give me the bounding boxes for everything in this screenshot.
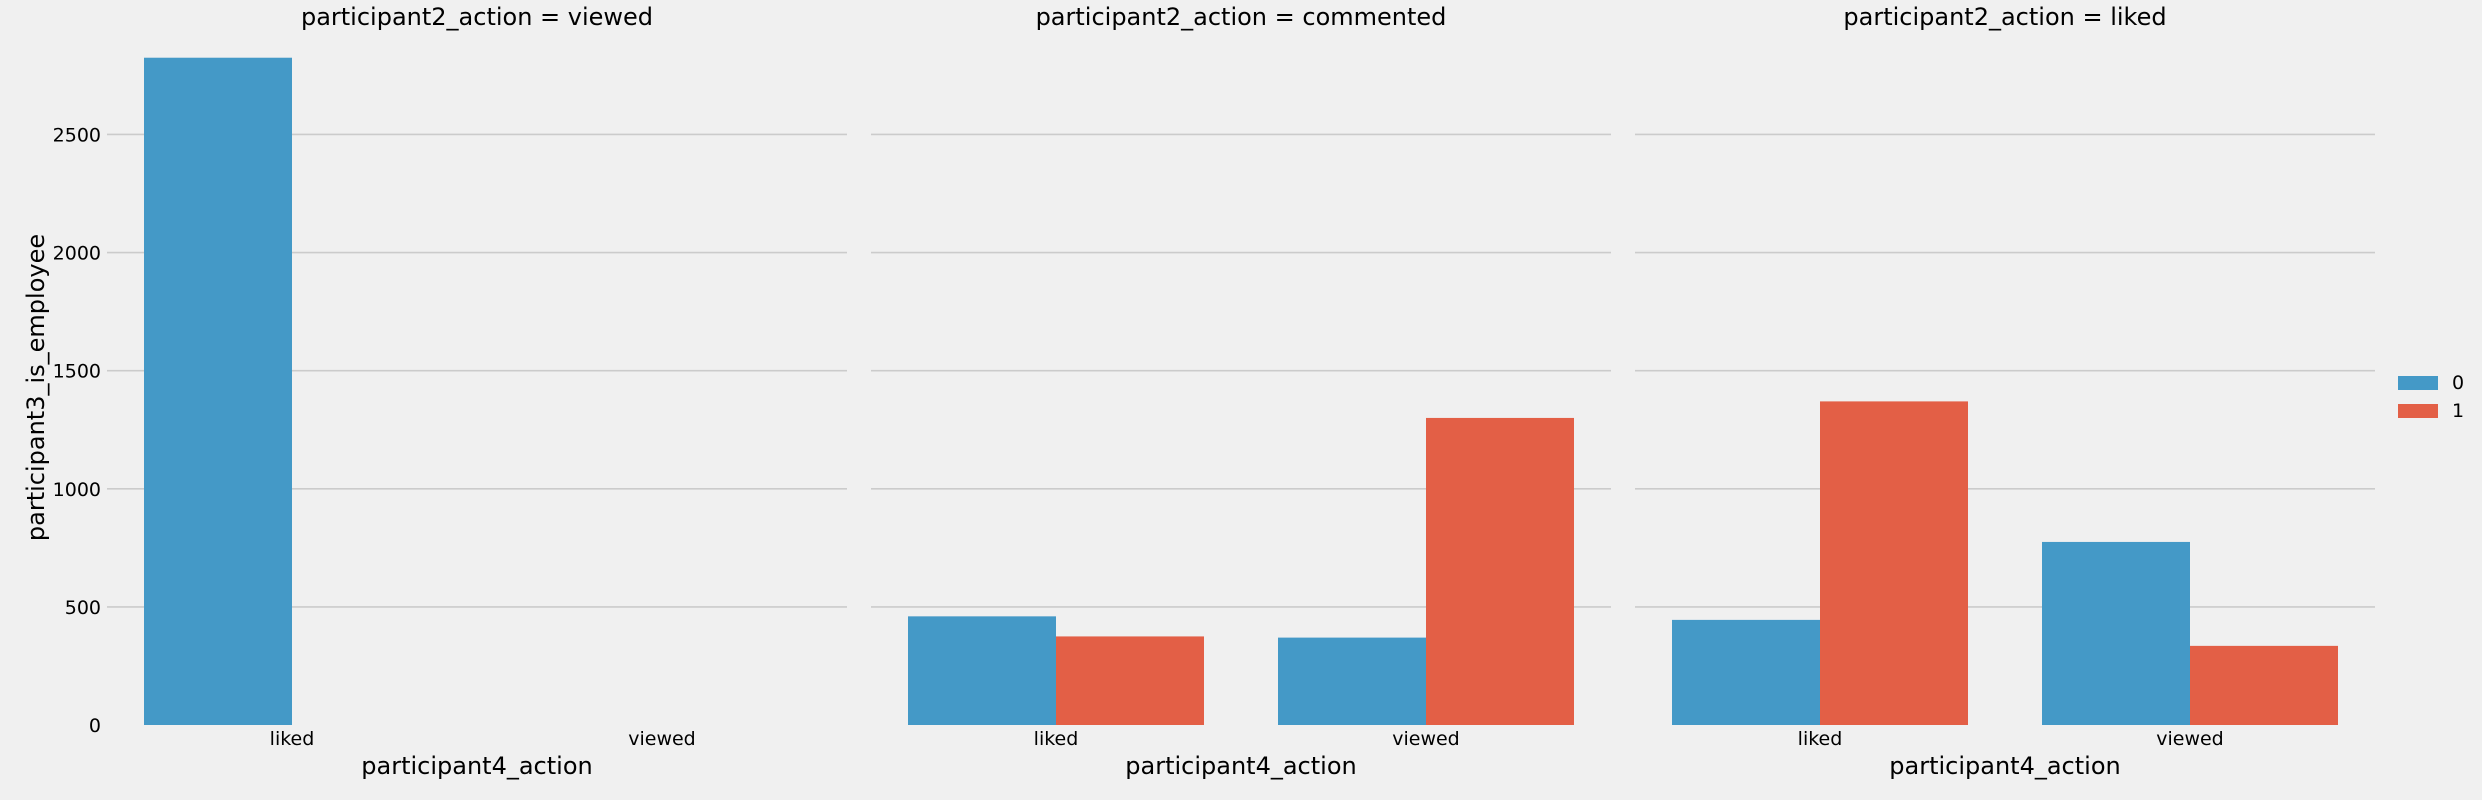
bar-series-1-liked: [1820, 401, 1968, 725]
bar-series-1-viewed: [1426, 417, 1574, 725]
x-axis-label: participant4_action: [361, 752, 592, 780]
legend-swatch-0: [2398, 376, 2438, 390]
y-tick-label: 500: [65, 597, 101, 619]
y-tick-label: 1500: [53, 361, 101, 383]
bar-series-0-liked: [144, 57, 292, 726]
facet-panel: liked viewed participant2_action = liked pa…: [1635, 3, 2375, 780]
bar-series-0-viewed: [2042, 541, 2190, 725]
x-tick-label: viewed: [628, 728, 696, 750]
y-tick-label: 2000: [53, 243, 101, 265]
y-axis-label: participant3_is_employee: [22, 234, 50, 541]
facet-title: participant2_action = commented: [1036, 3, 1447, 31]
x-axis-label: participant4_action: [1889, 752, 2120, 780]
x-tick-label: liked: [270, 728, 315, 750]
x-tick-label: liked: [1798, 728, 1843, 750]
x-tick-label: viewed: [2156, 728, 2224, 750]
bar-series-0-liked: [1672, 619, 1820, 725]
facet-panel: liked viewed participant2_action = viewed p…: [107, 3, 847, 780]
y-tick-label: 2500: [53, 124, 101, 146]
legend-label: 1: [2452, 400, 2464, 422]
bar-series-1-viewed: [2190, 645, 2338, 725]
x-axis-label: participant4_action: [1125, 752, 1356, 780]
y-tick-label: 0: [89, 715, 101, 737]
x-tick-label: liked: [1034, 728, 1079, 750]
facet-title: participant2_action = liked: [1843, 3, 2166, 31]
facet-title: participant2_action = viewed: [301, 3, 653, 31]
bar-series-0-liked: [908, 616, 1056, 725]
legend-label: 0: [2452, 372, 2464, 394]
y-tick-label: 1000: [53, 479, 101, 501]
bar-series-1-liked: [1056, 636, 1204, 725]
legend-swatch-1: [2398, 404, 2438, 418]
bar-series-0-viewed: [1278, 637, 1426, 725]
x-tick-label: viewed: [1392, 728, 1460, 750]
facet-panel: liked viewed participant2_action = comment…: [871, 3, 1611, 780]
